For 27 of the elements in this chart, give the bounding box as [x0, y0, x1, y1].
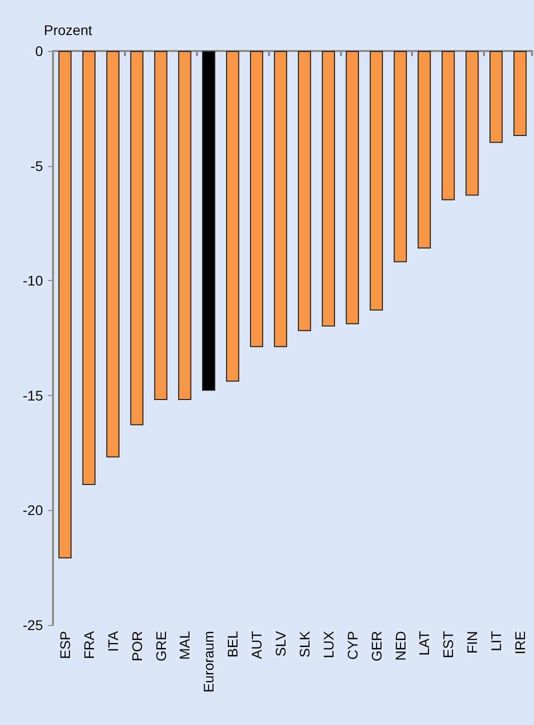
x-tick-label: CYP — [344, 631, 360, 660]
x-tick-label: AUT — [248, 630, 265, 659]
x-tick-label: SLV — [272, 630, 289, 656]
x-tick-label: LAT — [416, 630, 432, 656]
x-tick-label: NED — [392, 631, 408, 661]
x-tick-label: FRA — [80, 630, 97, 659]
y-tick-label: -10 — [22, 272, 44, 289]
y-tick-label: -15 — [22, 387, 44, 404]
x-tick-label: LUX — [320, 630, 336, 658]
x-tick-label: FIN — [464, 631, 480, 654]
x-tick-label: EST — [440, 630, 456, 658]
y-tick-label: -20 — [22, 502, 44, 518]
x-tick-label: GRE — [152, 631, 169, 662]
y-tick-label: 0 — [35, 43, 44, 59]
x-tick-label: Euroraum — [200, 631, 217, 692]
x-tick-label: ESP — [56, 631, 73, 660]
x-tick-label: POR — [128, 631, 145, 662]
x-tick-label: IRE — [512, 631, 528, 654]
y-tick-label: -5 — [30, 158, 44, 174]
x-tick-label: SLK — [296, 630, 312, 658]
x-tick-label: GER — [368, 631, 384, 662]
x-tick-label: ITA — [104, 630, 121, 652]
y-axis-title: Prozent — [44, 22, 92, 38]
x-tick-label: BEL — [224, 630, 241, 658]
x-tick-label: MAL — [176, 630, 193, 660]
x-tick-label: LIT — [488, 630, 504, 652]
y-tick-label: -25 — [22, 617, 44, 633]
